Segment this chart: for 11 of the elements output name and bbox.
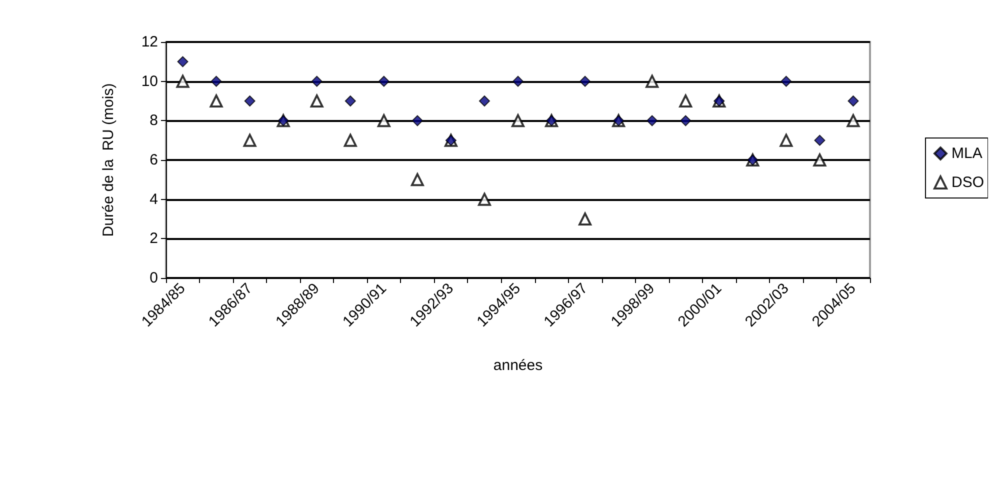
legend-label: DSO: [951, 174, 984, 191]
y-tick-label: 0: [150, 270, 158, 286]
y-tick-label: 12: [141, 34, 158, 50]
y-tick-label: 2: [150, 230, 158, 248]
y-tick-label: 8: [150, 112, 158, 130]
y-tick-label: 6: [150, 152, 158, 168]
legend-label: MLA: [951, 145, 982, 162]
y-axis-title: Durée de la RU (mois): [100, 83, 117, 237]
y-tick-label: 10: [141, 72, 158, 90]
y-tick-label: 4: [150, 190, 158, 208]
x-axis-title: années: [493, 357, 543, 374]
